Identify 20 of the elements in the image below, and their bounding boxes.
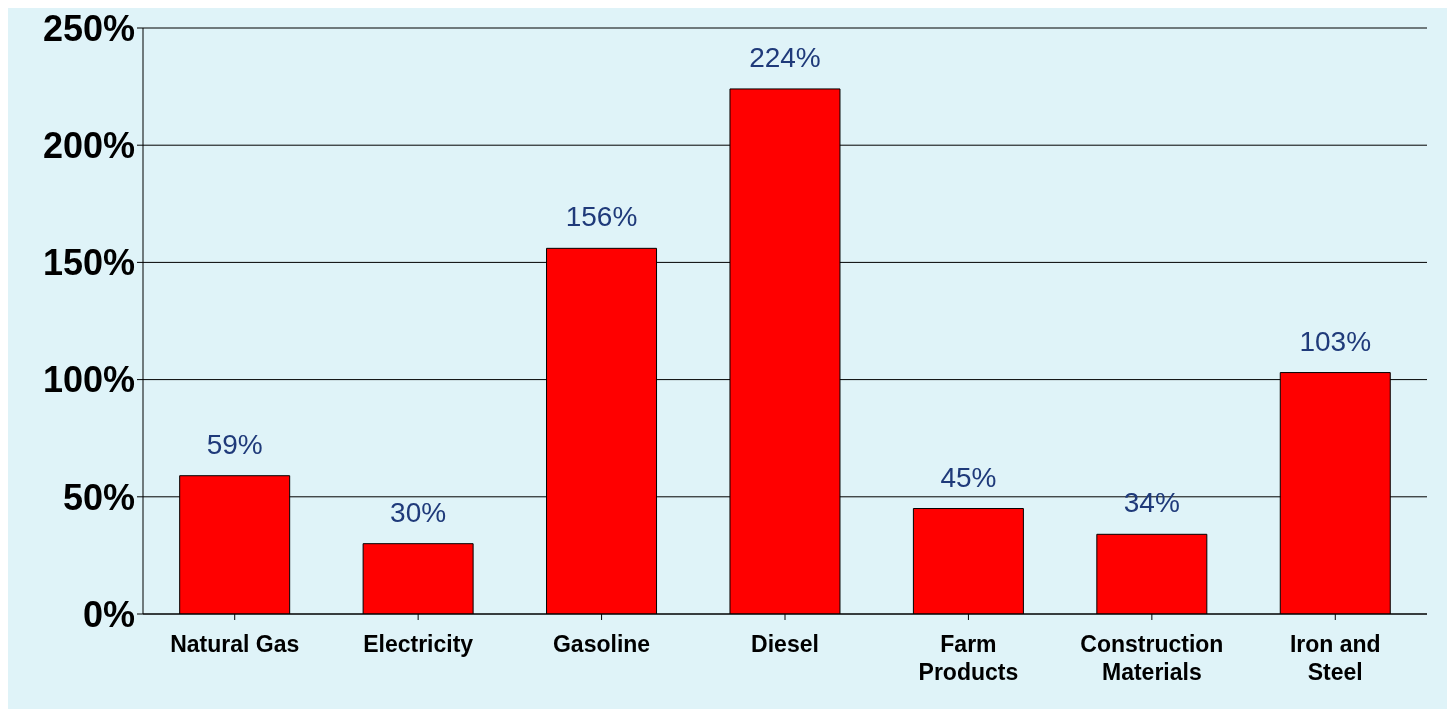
- x-tick-label: Farm Products: [918, 631, 1019, 685]
- x-tick-label: Natural Gas: [170, 631, 300, 657]
- data-label: 45%: [940, 461, 997, 493]
- x-tick-label: Iron and Steel: [1289, 631, 1381, 685]
- data-label: 103%: [1299, 325, 1372, 357]
- x-tick-label: Electricity: [363, 631, 474, 657]
- y-tick-label: 150%: [42, 242, 135, 284]
- data-label: 30%: [390, 496, 447, 528]
- y-tick-label: 50%: [62, 476, 135, 518]
- data-label: 59%: [206, 428, 263, 460]
- y-tick-label: 250%: [42, 7, 135, 49]
- y-tick-label: 200%: [42, 124, 135, 166]
- data-label: 156%: [565, 201, 638, 233]
- y-tick-label: 0%: [82, 593, 135, 635]
- y-tick-label: 100%: [42, 359, 135, 401]
- data-label: 224%: [749, 41, 821, 73]
- data-label: 34%: [1123, 487, 1180, 519]
- x-tick-label: Diesel: [751, 631, 819, 657]
- x-tick-label: Construction Materials: [1080, 631, 1224, 685]
- x-tick-label: Gasoline: [552, 631, 651, 657]
